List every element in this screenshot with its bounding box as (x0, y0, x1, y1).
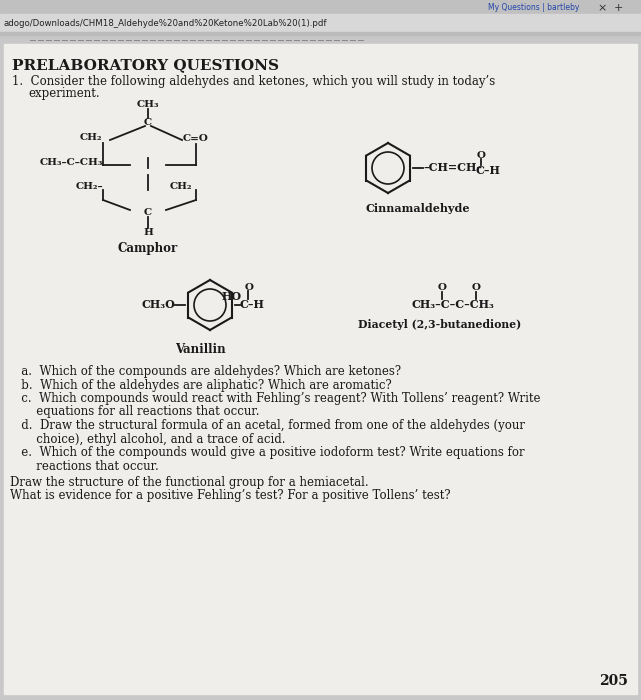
Text: CH₃O: CH₃O (141, 299, 175, 310)
Text: a.  Which of the compounds are aldehydes? Which are ketones?: a. Which of the compounds are aldehydes?… (10, 365, 401, 378)
Text: e.  Which of the compounds would give a positive iodoform test? Write equations : e. Which of the compounds would give a p… (10, 446, 524, 459)
Text: Camphor: Camphor (118, 242, 178, 255)
Text: adogo/Downloads/CHM18_Aldehyde%20and%20Ketone%20Lab%20(1).pdf: adogo/Downloads/CHM18_Aldehyde%20and%20K… (4, 20, 328, 29)
Text: c.  Which compounds would react with Fehling’s reagent? With Tollens’ reagent? W: c. Which compounds would react with Fehl… (10, 392, 540, 405)
Text: equations for all reactions that occur.: equations for all reactions that occur. (10, 405, 260, 419)
Text: C: C (144, 118, 152, 127)
Text: experiment.: experiment. (28, 87, 99, 100)
Text: +: + (614, 3, 624, 13)
Text: H: H (143, 228, 153, 237)
Text: CH₃: CH₃ (137, 100, 159, 109)
Text: CH₂–: CH₂– (76, 182, 103, 191)
Bar (0, 0, 641, 14)
Text: C–H: C–H (476, 165, 501, 176)
Text: C: C (144, 208, 152, 217)
Text: 1.  Consider the following aldehydes and ketones, which you will study in today’: 1. Consider the following aldehydes and … (12, 75, 495, 88)
Text: Draw the structure of the functional group for a hemiacetal.: Draw the structure of the functional gro… (10, 476, 369, 489)
Text: CH₃–C–CH₃: CH₃–C–CH₃ (40, 158, 103, 167)
Text: O: O (245, 283, 254, 292)
Text: –CH=CH–: –CH=CH– (423, 162, 482, 173)
Text: Cinnamaldehyde: Cinnamaldehyde (366, 203, 470, 214)
Text: O: O (476, 151, 485, 160)
Text: O: O (438, 283, 447, 292)
Text: d.  Draw the structural formula of an acetal, formed from one of the aldehydes (: d. Draw the structural formula of an ace… (10, 419, 525, 432)
Text: 205: 205 (599, 674, 628, 688)
Text: Vanillin: Vanillin (175, 343, 226, 356)
Text: My Questions | bartleby: My Questions | bartleby (488, 4, 579, 13)
Text: CH₂: CH₂ (79, 133, 102, 142)
Text: b.  Which of the aldehydes are aliphatic? Which are aromatic?: b. Which of the aldehydes are aliphatic?… (10, 379, 392, 391)
Text: CH₃–C–C–CH₃: CH₃–C–C–CH₃ (412, 299, 495, 310)
Text: PRELABORATORY QUESTIONS: PRELABORATORY QUESTIONS (12, 58, 279, 72)
Bar (0, 14, 641, 32)
Bar (0, 32, 641, 35)
Text: choice), ethyl alcohol, and a trace of acid.: choice), ethyl alcohol, and a trace of a… (10, 433, 285, 445)
Text: O: O (472, 283, 481, 292)
Text: C–H: C–H (240, 299, 265, 310)
Text: ×: × (597, 3, 606, 13)
Text: C=O: C=O (183, 134, 209, 143)
Text: reactions that occur.: reactions that occur. (10, 459, 159, 473)
Text: Diacetyl (2,3-butanedione): Diacetyl (2,3-butanedione) (358, 319, 522, 330)
Text: CH₂: CH₂ (170, 182, 192, 191)
Text: HO: HO (222, 290, 242, 302)
Text: What is evidence for a positive Fehling’s test? For a positive Tollens’ test?: What is evidence for a positive Fehling’… (10, 489, 451, 503)
